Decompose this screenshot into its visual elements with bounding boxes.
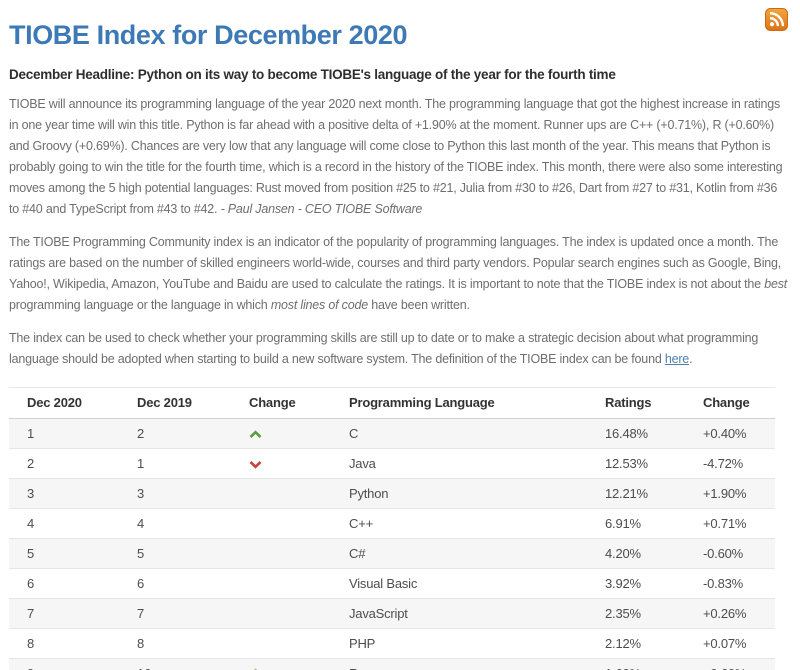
table-header-row: Dec 2020 Dec 2019 Change Programming Lan… — [9, 387, 775, 420]
rank-2019-cell: 1 — [119, 448, 231, 480]
change-value-cell: +1.90% — [696, 478, 775, 510]
rank-2020-cell: 4 — [9, 508, 119, 540]
paragraph-announcement-text: TIOBE will announce its programming lang… — [9, 97, 783, 217]
change-value-cell: +0.07% — [696, 628, 775, 660]
up-arrow-icon — [249, 426, 262, 441]
change-value-cell: +0.71% — [696, 508, 775, 540]
rank-2019-cell: 8 — [119, 628, 231, 660]
rank-2019-cell: 7 — [119, 598, 231, 630]
col-header-ratings: Ratings — [597, 387, 696, 420]
language-cell: Visual Basic — [339, 568, 597, 600]
author-attribution: - Paul Jansen - CEO TIOBE Software — [220, 202, 423, 217]
change-arrow-cell — [231, 628, 339, 660]
usage-text-end: . — [689, 352, 693, 367]
table-row: 5 5 C# 4.20% -0.60% — [9, 538, 775, 570]
language-cell: C++ — [339, 508, 597, 540]
change-value-cell: -0.60% — [696, 538, 775, 570]
table-row: 4 4 C++ 6.91% +0.71% — [9, 508, 775, 540]
rank-2019-cell: 5 — [119, 538, 231, 570]
change-value-cell: -0.83% — [696, 568, 775, 600]
rank-2019-cell: 3 — [119, 478, 231, 510]
ratings-cell: 12.21% — [597, 478, 696, 510]
change-arrow-cell — [231, 658, 339, 670]
definition-text-1: The TIOBE Programming Community index is… — [9, 235, 782, 292]
december-headline: December Headline: Python on its way to … — [9, 67, 616, 83]
table-row: 1 2 C 16.48% +0.40% — [9, 418, 775, 450]
ratings-cell: 16.48% — [597, 418, 696, 450]
ratings-cell: 12.53% — [597, 448, 696, 480]
rank-2020-cell: 7 — [9, 598, 119, 630]
table-row: 916 R1.60%+0.60% — [9, 658, 775, 670]
ratings-cell: 4.20% — [597, 538, 696, 570]
definition-here-link[interactable]: here — [664, 352, 690, 367]
ratings-cell: 1.60% — [597, 658, 696, 670]
rank-2020-cell: 2 — [9, 448, 119, 480]
ratings-cell: 3.92% — [597, 568, 696, 600]
rank-2019-cell: 6 — [119, 568, 231, 600]
change-arrow-cell — [231, 538, 339, 570]
language-cell: JavaScript — [339, 598, 597, 630]
col-header-change-arrow: Change — [231, 387, 339, 420]
table-row: 2 1 Java 12.53% -4.72% — [9, 448, 775, 480]
change-arrow-cell — [231, 448, 339, 480]
language-cell: C# — [339, 538, 597, 570]
language-cell: Python — [339, 478, 597, 510]
paragraph-announcement: TIOBE will announce its programming lang… — [9, 94, 790, 220]
change-value-cell: +0.60% — [696, 658, 775, 670]
ratings-cell: 6.91% — [597, 508, 696, 540]
change-arrow-cell — [231, 418, 339, 450]
rank-2020-cell: 9 — [9, 658, 119, 670]
language-cell: PHP — [339, 628, 597, 660]
col-header-change-value: Change — [696, 387, 775, 420]
language-cell: R — [339, 658, 597, 670]
rss-feed-icon[interactable] — [765, 8, 788, 31]
ratings-cell: 2.35% — [597, 598, 696, 630]
paragraph-usage: The index can be used to check whether y… — [9, 328, 790, 370]
definition-italic-best: best — [764, 277, 788, 292]
change-value-cell: +0.40% — [696, 418, 775, 450]
col-header-language: Programming Language — [339, 387, 597, 420]
rank-2019-cell: 2 — [119, 418, 231, 450]
rank-2019-cell: 16 — [119, 658, 231, 670]
language-cell: Java — [339, 448, 597, 480]
page-header: TIOBE Index for December 2020 — [9, 0, 790, 51]
rank-2020-cell: 3 — [9, 478, 119, 510]
table-row: 7 7 JavaScript 2.35% +0.26% — [9, 598, 775, 630]
rankings-table-body: 1 2 C 16.48% +0.40% 2 1 Java 12.53% -4.72% 3 3 Pytho… — [9, 418, 775, 670]
col-header-dec2019: Dec 2019 — [119, 387, 231, 420]
change-arrow-cell — [231, 568, 339, 600]
table-row: 6 6 Visual Basic 3.92% -0.83% — [9, 568, 775, 600]
rank-2019-cell: 4 — [119, 508, 231, 540]
paragraph-index-definition: The TIOBE Programming Community index is… — [9, 232, 790, 316]
definition-text-3: have been written. — [367, 298, 470, 313]
page-title: TIOBE Index for December 2020 — [9, 20, 408, 50]
rank-2020-cell: 6 — [9, 568, 119, 600]
change-value-cell: +0.26% — [696, 598, 775, 630]
double-up-arrow-icon — [249, 666, 262, 670]
rank-2020-cell: 5 — [9, 538, 119, 570]
table-row: 8 8 PHP 2.12% +0.07% — [9, 628, 775, 660]
change-arrow-cell — [231, 598, 339, 630]
ratings-cell: 2.12% — [597, 628, 696, 660]
change-value-cell: -4.72% — [696, 448, 775, 480]
rankings-table: Dec 2020 Dec 2019 Change Programming Lan… — [9, 387, 775, 670]
definition-text-2: programming language or the language in … — [9, 298, 271, 313]
language-cell: C — [339, 418, 597, 450]
rank-2020-cell: 8 — [9, 628, 119, 660]
col-header-dec2020: Dec 2020 — [9, 387, 119, 420]
down-arrow-icon — [249, 456, 262, 471]
rank-2020-cell: 1 — [9, 418, 119, 450]
definition-italic-lines: most lines of code — [270, 298, 368, 313]
change-arrow-cell — [231, 478, 339, 510]
table-row: 3 3 Python 12.21% +1.90% — [9, 478, 775, 510]
change-arrow-cell — [231, 508, 339, 540]
usage-text: The index can be used to check whether y… — [9, 331, 759, 367]
